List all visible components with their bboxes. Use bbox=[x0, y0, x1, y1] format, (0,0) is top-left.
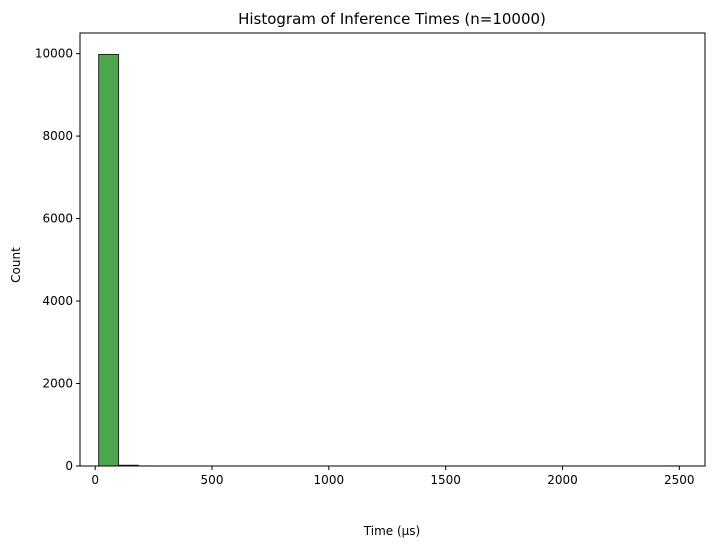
plot-frame bbox=[79, 32, 706, 467]
y-tick-label-5: 10000 bbox=[35, 47, 73, 61]
histogram-bar-0 bbox=[98, 53, 120, 467]
y-tick-label-1: 2000 bbox=[42, 377, 73, 391]
y-axis-label: Count bbox=[9, 247, 23, 283]
x-tick-label-2: 1000 bbox=[314, 473, 345, 487]
chart-title: Histogram of Inference Times (n=10000) bbox=[238, 10, 546, 28]
y-tick-label-0: 0 bbox=[65, 459, 73, 473]
x-tick-label-0: 0 bbox=[91, 473, 99, 487]
y-tick-label-4: 8000 bbox=[42, 129, 73, 143]
x-tick-label-5: 2500 bbox=[664, 473, 695, 487]
plot-area: 0 500 1000 1500 2000 2500 0 2000 4000 6000 8000 10… bbox=[35, 32, 706, 487]
y-tick-label-2: 4000 bbox=[42, 294, 73, 308]
x-axis-label: Time (µs) bbox=[363, 524, 420, 538]
x-tick-label-1: 500 bbox=[201, 473, 224, 487]
x-tick-label-4: 2000 bbox=[547, 473, 578, 487]
y-axis-ticks: 0 2000 4000 6000 8000 10000 bbox=[35, 47, 80, 473]
x-axis-ticks: 0 500 1000 1500 2000 2500 bbox=[91, 466, 695, 487]
y-tick-label-3: 6000 bbox=[42, 212, 73, 226]
x-tick-label-3: 1500 bbox=[430, 473, 461, 487]
